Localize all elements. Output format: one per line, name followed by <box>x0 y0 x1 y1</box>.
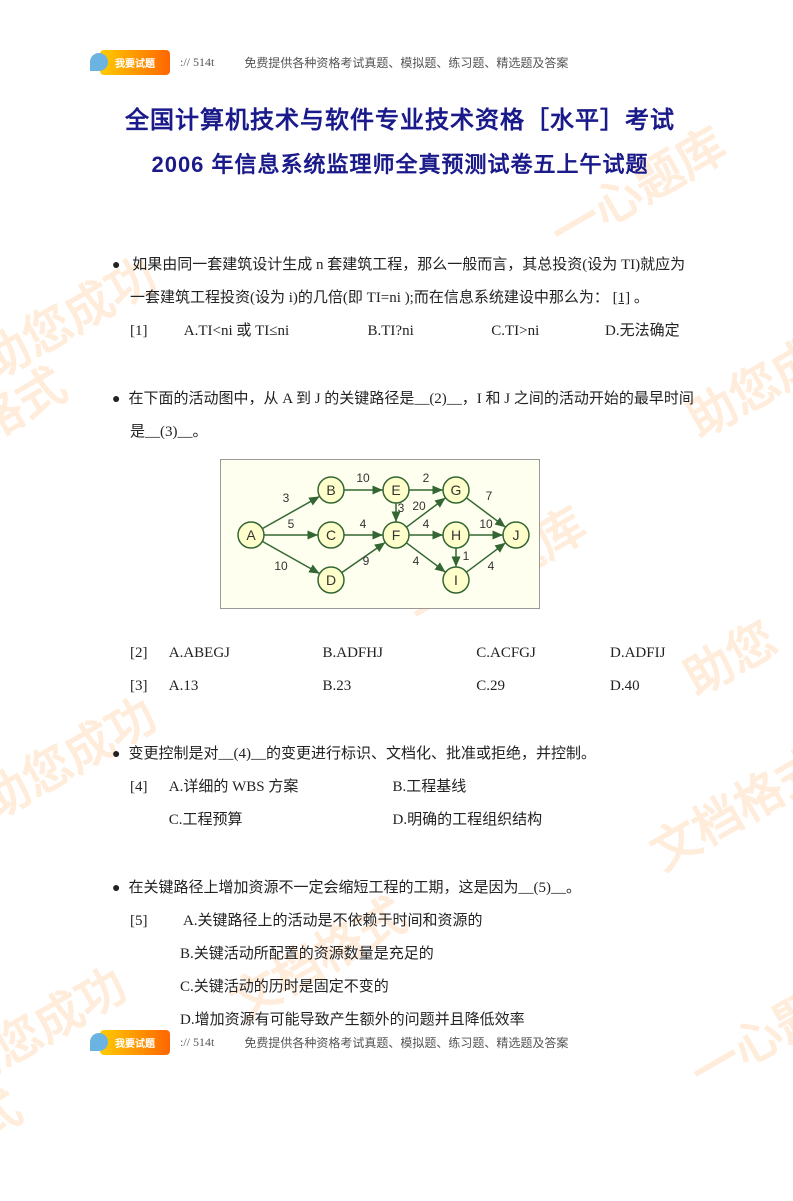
svg-text:4: 4 <box>423 517 430 531</box>
q1-opt-b: B.TI?ni <box>368 315 488 348</box>
header-url: :// 514t <box>180 55 214 70</box>
q5-opt-b-row: B.关键活动所配置的资源数量是充足的 <box>100 938 700 971</box>
q1-blank: [1] <box>613 290 631 306</box>
q1-options: [1] A.TI<ni 或 TI≤ni B.TI?ni C.TI>ni D.无法… <box>100 315 700 348</box>
svg-text:4: 4 <box>360 517 367 531</box>
page-header: 我要试题 :// 514t 免费提供各种资格考试真题、模拟题、练习题、精选题及答… <box>100 50 700 75</box>
q1-opt-label: [1] <box>130 315 180 348</box>
q5-text: 在关键路径上增加资源不一定会缩短工程的工期，这是因为__(5)__。 <box>100 872 700 905</box>
q2-text: 在下面的活动图中，从 A 到 J 的关键路径是__(2)__，I 和 J 之间的… <box>100 383 700 449</box>
q5-opt-c-row: C.关键活动的历时是固定不变的 <box>100 971 700 1004</box>
svg-text:7: 7 <box>486 489 493 503</box>
q4-options-row1: [4] A.详细的 WBS 方案 B.工程基线 <box>100 771 700 804</box>
svg-text:10: 10 <box>274 559 288 573</box>
svg-text:D: D <box>326 572 336 588</box>
svg-text:5: 5 <box>288 517 295 531</box>
svg-text:G: G <box>451 482 462 498</box>
svg-text:20: 20 <box>412 499 426 513</box>
q3-opt-a: A.13 <box>169 670 319 703</box>
svg-text:C: C <box>326 527 336 543</box>
logo: 我要试题 <box>100 50 170 75</box>
q1-opt-d: D.无法确定 <box>605 315 680 348</box>
q1-tail: 。 <box>630 290 649 306</box>
svg-text:9: 9 <box>363 554 370 568</box>
question-5: 在关键路径上增加资源不一定会缩短工程的工期，这是因为__(5)__。 [5] A… <box>100 872 700 1037</box>
svg-text:H: H <box>451 527 461 543</box>
q4-opt-label: [4] <box>130 771 165 804</box>
question-1: 如果由同一套建筑设计生成 n 套建筑工程，那么一般而言，其总投资(设为 TI)就… <box>100 249 700 348</box>
q4-opt-d: D.明确的工程组织结构 <box>393 804 543 837</box>
q4-options-row2: C.工程预算 D.明确的工程组织结构 <box>100 804 700 837</box>
content-body: 如果由同一套建筑设计生成 n 套建筑工程，那么一般而言，其总投资(设为 TI)就… <box>100 249 700 1037</box>
q5-opt-a: A.关键路径上的活动是不依赖于时间和资源的 <box>183 913 483 929</box>
page-content: 我要试题 :// 514t 免费提供各种资格考试真题、模拟题、练习题、精选题及答… <box>100 50 700 1037</box>
q1-text: 如果由同一套建筑设计生成 n 套建筑工程，那么一般而言，其总投资(设为 TI)就… <box>100 249 700 315</box>
page-footer: 我要试题 :// 514t 免费提供各种资格考试真题、模拟题、练习题、精选题及答… <box>100 1030 700 1055</box>
footer-url: :// 514t <box>180 1035 214 1050</box>
q2-opt-c: C.ACFGJ <box>476 637 606 670</box>
q1-opt-c: C.TI>ni <box>491 315 601 348</box>
logo-footer: 我要试题 <box>100 1030 170 1055</box>
svg-text:1: 1 <box>463 549 470 563</box>
svg-text:2: 2 <box>423 471 430 485</box>
q4-text: 变更控制是对__(4)__的变更进行标识、文档化、批准或拒绝，并控制。 <box>100 738 700 771</box>
q5-options: [5] A.关键路径上的活动是不依赖于时间和资源的 <box>100 905 700 938</box>
header-tagline: 免费提供各种资格考试真题、模拟题、练习题、精选题及答案 <box>244 54 568 71</box>
svg-text:3: 3 <box>283 491 290 505</box>
q2-opt-d: D.ADFIJ <box>610 637 665 670</box>
q3-options: [3] A.13 B.23 C.29 D.40 <box>100 670 700 703</box>
q3-opt-d: D.40 <box>610 670 640 703</box>
q3-opt-b: B.23 <box>323 670 473 703</box>
q2-opt-label: [2] <box>130 637 165 670</box>
q4-opt-b: B.工程基线 <box>393 771 467 804</box>
q3-opt-c: C.29 <box>476 670 606 703</box>
q5-opt-label: [5] <box>130 905 180 938</box>
activity-diagram: 3510104923204471104ABCDEFGHIJ <box>220 459 540 609</box>
svg-text:4: 4 <box>413 554 420 568</box>
q1-opt-a: A.TI<ni 或 TI≤ni <box>184 315 364 348</box>
q4-opt-c: C.工程预算 <box>169 804 389 837</box>
svg-text:E: E <box>391 482 400 498</box>
q5-opt-c: C.关键活动的历时是固定不变的 <box>180 979 389 995</box>
q2-opt-a: A.ABEGJ <box>169 637 319 670</box>
svg-text:4: 4 <box>488 559 495 573</box>
watermark-text: 文档格式 <box>0 347 77 504</box>
svg-text:F: F <box>392 527 401 543</box>
svg-text:A: A <box>246 527 256 543</box>
svg-text:10: 10 <box>356 471 370 485</box>
svg-text:B: B <box>326 482 335 498</box>
question-2-3: 在下面的活动图中，从 A 到 J 的关键路径是__(2)__，I 和 J 之间的… <box>100 383 700 703</box>
q2-opt-b: B.ADFHJ <box>323 637 473 670</box>
q5-opt-b: B.关键活动所配置的资源数量是充足的 <box>180 946 434 962</box>
question-4: 变更控制是对__(4)__的变更进行标识、文档化、批准或拒绝，并控制。 [4] … <box>100 738 700 837</box>
title-sub: 2006 年信息系统监理师全真预测试卷五上午试题 <box>100 147 700 179</box>
q1-stem: 如果由同一套建筑设计生成 n 套建筑工程，那么一般而言，其总投资(设为 TI)就… <box>130 257 685 306</box>
q3-opt-label: [3] <box>130 670 165 703</box>
footer-tagline: 免费提供各种资格考试真题、模拟题、练习题、精选题及答案 <box>244 1034 568 1051</box>
q2-options: [2] A.ABEGJ B.ADFHJ C.ACFGJ D.ADFIJ <box>100 637 700 670</box>
svg-text:I: I <box>454 572 458 588</box>
svg-text:J: J <box>513 527 520 543</box>
watermark-text: 档格式 <box>0 1069 32 1201</box>
q5-opt-d: D.增加资源有可能导致产生额外的问题并且降低效率 <box>180 1012 525 1028</box>
title-main: 全国计算机技术与软件专业技术资格［水平］考试 <box>100 100 700 135</box>
svg-text:10: 10 <box>479 517 493 531</box>
q4-opt-a: A.详细的 WBS 方案 <box>169 771 389 804</box>
